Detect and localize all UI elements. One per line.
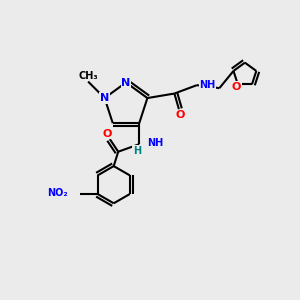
Text: O: O [176,110,185,120]
Text: NH: NH [199,80,215,89]
Text: NO₂: NO₂ [48,188,68,197]
Text: NH: NH [147,138,163,148]
Text: O: O [232,82,241,92]
Text: N: N [100,93,109,103]
Text: CH₃: CH₃ [78,70,98,80]
Text: H: H [133,146,141,156]
Text: O: O [102,129,112,139]
Text: N: N [122,77,130,88]
